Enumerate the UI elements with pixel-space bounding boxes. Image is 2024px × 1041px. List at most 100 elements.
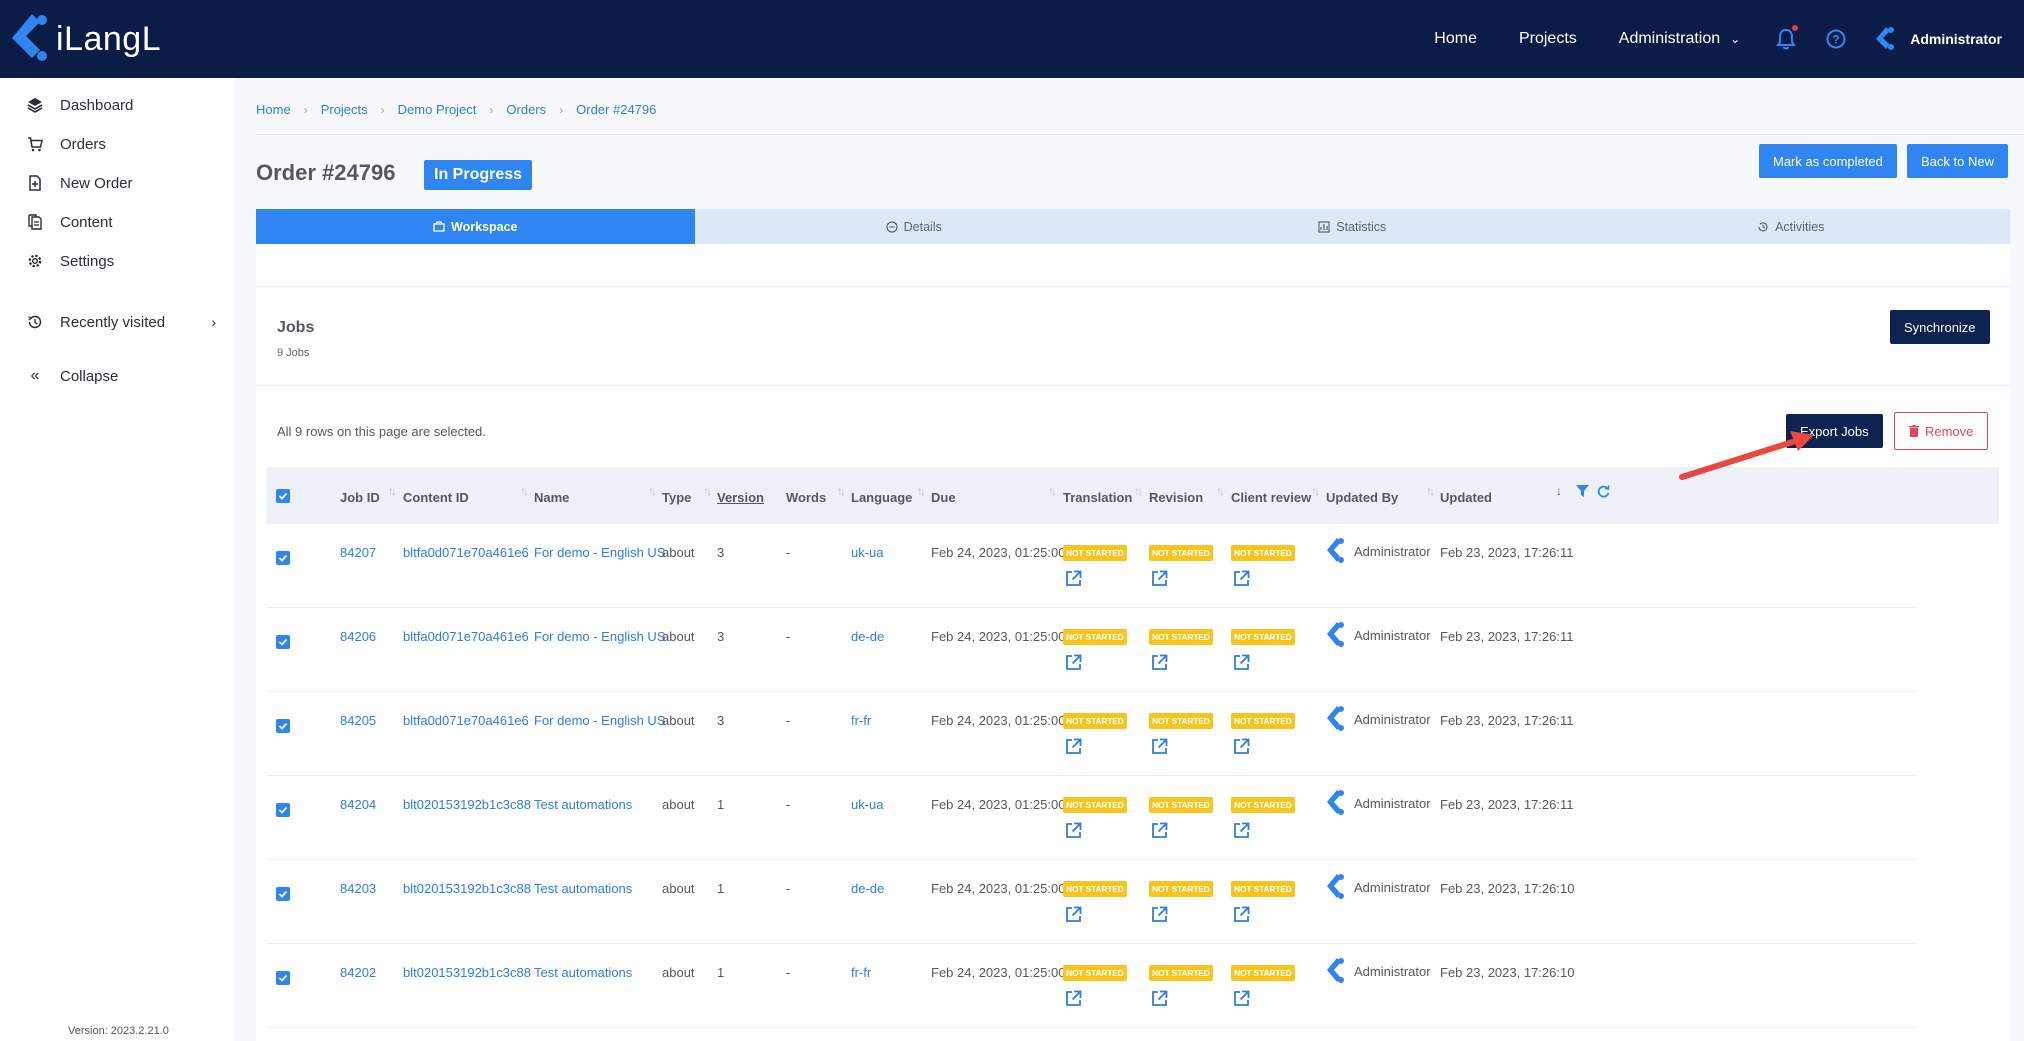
help-button[interactable]: ?: [1824, 27, 1848, 51]
column-header-language[interactable]: Language: [851, 490, 913, 505]
external-link-icon[interactable]: [1151, 738, 1168, 755]
cell-content-id[interactable]: blt020153192b1c3c88: [403, 797, 531, 812]
cell-name[interactable]: Test automations: [534, 965, 633, 980]
cell-job-id[interactable]: 84207: [340, 545, 377, 560]
breadcrumb-demo-project[interactable]: Demo Project: [397, 102, 477, 117]
sort-icon[interactable]: ↑↓: [1048, 484, 1057, 498]
tab-workspace[interactable]: Workspace: [256, 209, 695, 244]
cell-job-id[interactable]: 84205: [340, 713, 377, 728]
notifications-button[interactable]: [1774, 25, 1799, 51]
cell-content-id[interactable]: bltfa0d071e70a461e6: [403, 545, 529, 560]
breadcrumb-orders[interactable]: Orders: [506, 102, 547, 117]
external-link-icon[interactable]: [1151, 990, 1168, 1007]
tab-activities[interactable]: Activities: [1572, 209, 2011, 244]
cell-job-id[interactable]: 84204: [340, 797, 377, 812]
sort-icon[interactable]: ↑↓: [388, 484, 397, 498]
cell-language[interactable]: fr-fr: [851, 965, 872, 980]
table-row[interactable]: 84205 bltfa0d071e70a461e6 For demo - Engli…: [266, 692, 1916, 776]
nav-administration-dropdown[interactable]: Administration ⌄: [1619, 30, 1740, 48]
select-all-checkbox[interactable]: [276, 489, 290, 503]
app-logo[interactable]: iLangL: [10, 12, 161, 66]
sidebar-item-orders[interactable]: Orders: [26, 135, 216, 153]
cell-language[interactable]: de-de: [851, 881, 885, 896]
external-link-icon[interactable]: [1151, 906, 1168, 923]
column-header-words[interactable]: Words: [786, 490, 827, 505]
external-link-icon[interactable]: [1151, 570, 1168, 587]
column-header-revision[interactable]: Revision: [1149, 490, 1204, 505]
breadcrumb-home[interactable]: Home: [256, 102, 291, 117]
external-link-icon[interactable]: [1151, 654, 1168, 671]
column-header-updated-by[interactable]: Updated By: [1326, 490, 1399, 505]
column-header-job-id[interactable]: Job ID: [340, 490, 380, 505]
remove-button[interactable]: Remove: [1894, 412, 1989, 450]
cell-content-id[interactable]: blt020153192b1c3c88: [403, 881, 531, 896]
user-menu[interactable]: Administrator: [1874, 26, 2002, 52]
external-link-icon[interactable]: [1233, 822, 1250, 839]
tab-details[interactable]: Details: [695, 209, 1134, 244]
column-header-updated[interactable]: Updated: [1440, 490, 1492, 505]
external-link-icon[interactable]: [1233, 654, 1250, 671]
cell-content-id[interactable]: bltfa0d071e70a461e6: [403, 629, 529, 644]
sort-icon[interactable]: ↑↓: [837, 484, 846, 498]
cell-language[interactable]: de-de: [851, 629, 885, 644]
cell-name[interactable]: For demo - English US: [534, 545, 666, 560]
sidebar-item-collapse[interactable]: « Collapse: [26, 367, 216, 385]
cell-job-id[interactable]: 84206: [340, 629, 377, 644]
sort-icon[interactable]: ↑↓: [520, 484, 529, 498]
row-checkbox[interactable]: [276, 803, 290, 817]
external-link-icon[interactable]: [1233, 738, 1250, 755]
sort-icon[interactable]: ↑↓: [917, 484, 926, 498]
external-link-icon[interactable]: [1065, 654, 1082, 671]
external-link-icon[interactable]: [1233, 570, 1250, 587]
external-link-icon[interactable]: [1151, 822, 1168, 839]
external-link-icon[interactable]: [1065, 570, 1082, 587]
sort-desc-icon[interactable]: ↓: [1556, 484, 1562, 498]
sort-icon[interactable]: ↑↓: [1311, 484, 1320, 498]
cell-job-id[interactable]: 84202: [340, 965, 377, 980]
cell-name[interactable]: Test automations: [534, 881, 633, 896]
external-link-icon[interactable]: [1065, 906, 1082, 923]
column-header-type[interactable]: Type: [662, 490, 692, 505]
cell-language[interactable]: uk-ua: [851, 797, 884, 812]
row-checkbox[interactable]: [276, 635, 290, 649]
external-link-icon[interactable]: [1233, 990, 1250, 1007]
cell-content-id[interactable]: blt020153192b1c3c88: [403, 965, 531, 980]
sort-icon[interactable]: ↑↓: [1426, 484, 1435, 498]
sidebar-item-recently-visited[interactable]: Recently visited ›: [26, 313, 216, 331]
filter-icon[interactable]: [1576, 485, 1589, 498]
sort-icon[interactable]: ↑↓: [648, 484, 657, 498]
sort-icon[interactable]: ↑↓: [703, 484, 712, 498]
column-header-due[interactable]: Due: [931, 490, 956, 505]
nav-home[interactable]: Home: [1434, 30, 1477, 47]
nav-projects[interactable]: Projects: [1518, 30, 1577, 47]
table-row[interactable]: 84204 blt020153192b1c3c88 Test automations…: [266, 776, 1916, 860]
table-row[interactable]: 84207 bltfa0d071e70a461e6 For demo - Engli…: [266, 524, 1916, 608]
sidebar-item-new-order[interactable]: New Order: [26, 174, 216, 192]
cell-language[interactable]: uk-ua: [851, 545, 884, 560]
cell-job-id[interactable]: 84203: [340, 881, 377, 896]
column-header-version[interactable]: Version: [717, 490, 764, 505]
sidebar-item-settings[interactable]: Settings: [26, 252, 216, 270]
external-link-icon[interactable]: [1065, 822, 1082, 839]
synchronize-button[interactable]: Synchronize: [1890, 310, 1990, 344]
column-header-client-review[interactable]: Client review: [1231, 490, 1312, 505]
refresh-icon[interactable]: [1597, 485, 1610, 498]
external-link-icon[interactable]: [1065, 990, 1082, 1007]
cell-name[interactable]: For demo - English US: [534, 713, 666, 728]
external-link-icon[interactable]: [1233, 906, 1250, 923]
table-row[interactable]: 84203 blt020153192b1c3c88 Test automations…: [266, 860, 1916, 944]
row-checkbox[interactable]: [276, 887, 290, 901]
mark-completed-button[interactable]: Mark as completed: [1759, 144, 1897, 178]
column-header-content-id[interactable]: Content ID: [403, 490, 469, 505]
row-checkbox[interactable]: [276, 719, 290, 733]
row-checkbox[interactable]: [276, 971, 290, 985]
cell-language[interactable]: fr-fr: [851, 713, 872, 728]
back-to-new-button[interactable]: Back to New: [1907, 144, 2008, 178]
sidebar-item-dashboard[interactable]: Dashboard: [26, 96, 216, 114]
column-header-translation[interactable]: Translation: [1063, 490, 1133, 505]
table-row[interactable]: 84202 blt020153192b1c3c88 Test automations…: [266, 944, 1916, 1028]
nav-administration[interactable]: Administration: [1618, 30, 1721, 47]
sort-icon[interactable]: ↑↓: [1134, 484, 1143, 498]
sort-icon[interactable]: ↑↓: [1216, 484, 1225, 498]
external-link-icon[interactable]: [1065, 738, 1082, 755]
